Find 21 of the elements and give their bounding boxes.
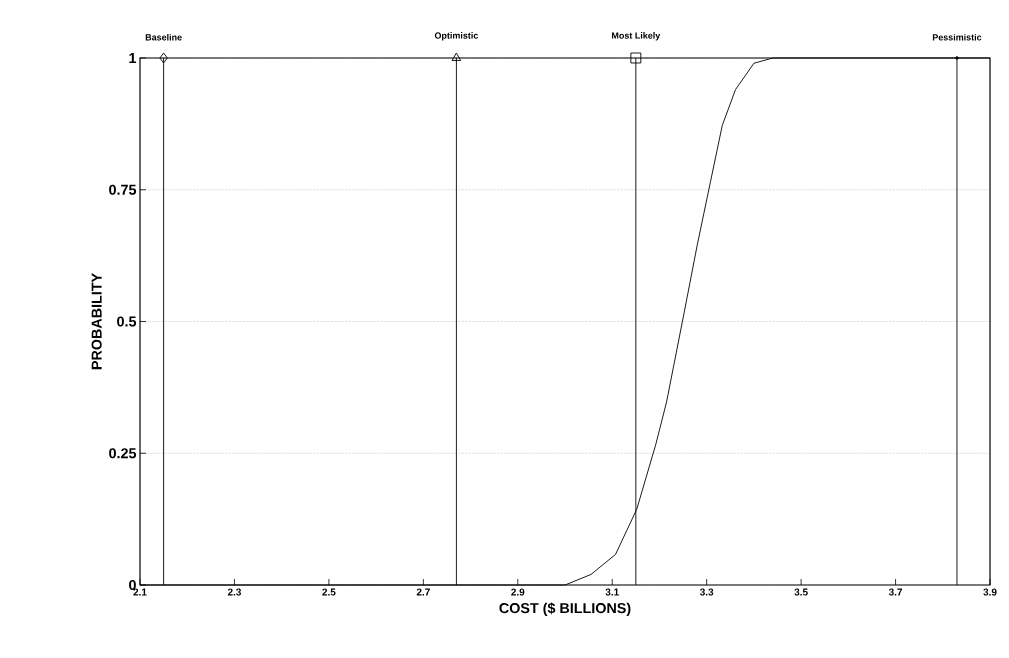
- y-tick-label: 0.75: [109, 184, 137, 195]
- x-tick-label: 3.9: [983, 588, 997, 596]
- y-axis-title: PROBABILITY: [91, 273, 102, 370]
- x-tick-label: 3.7: [888, 588, 903, 596]
- x-tick-label: 3.5: [794, 588, 808, 596]
- ref-line-label: Pessimistic: [932, 33, 982, 41]
- x-tick-label: 3.3: [699, 588, 714, 596]
- ref-line-label: Most Likely: [612, 32, 661, 41]
- x-tick-label: 2.7: [416, 588, 430, 596]
- y-tick-label: 0.25: [109, 448, 137, 459]
- x-tick-label: 2.3: [227, 588, 242, 596]
- x-tick-label: 2.1: [133, 588, 147, 596]
- ref-line-label: Optimistic: [434, 32, 479, 41]
- y-tick-label: 1: [129, 53, 137, 63]
- x-tick-label: 2.5: [322, 588, 336, 596]
- x-tick-label: 3.1: [605, 588, 619, 596]
- y-tick-label: 0: [129, 579, 136, 591]
- x-tick-label: 2.9: [511, 588, 525, 596]
- y-tick-label: 0.5: [117, 316, 137, 327]
- ref-line-label: Baseline: [145, 33, 182, 41]
- x-axis-title: COST ($ BILLIONS): [499, 602, 631, 617]
